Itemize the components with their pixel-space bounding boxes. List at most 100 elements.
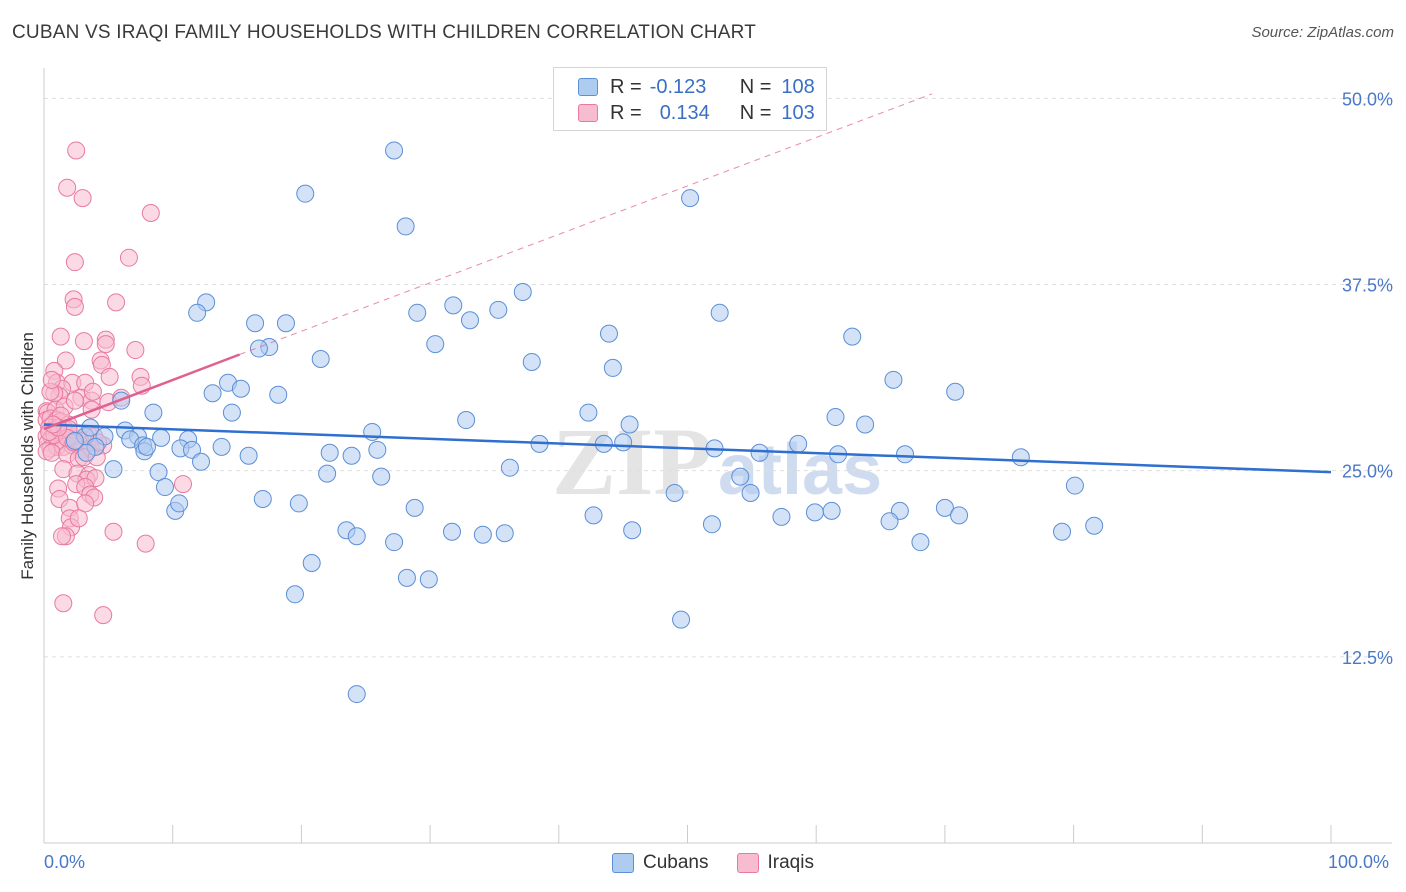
cuban-point-94	[623, 521, 642, 540]
chart-source: Source: ZipAtlas.com	[1251, 24, 1394, 41]
iraqi-point-83	[69, 509, 88, 528]
iraqi-point-12	[96, 335, 115, 354]
iraqis-n-label: N =	[739, 101, 772, 124]
cuban-point-12	[460, 311, 479, 330]
cuban-point-64	[104, 460, 123, 479]
iraqis-n-value: 103	[781, 101, 815, 124]
cuban-point-85	[880, 512, 899, 531]
iraqis-swatch	[578, 104, 598, 122]
cuban-point-62	[1011, 448, 1030, 467]
cuban-point-76	[170, 494, 189, 513]
cuban-point-67	[372, 467, 391, 486]
iraqi-point-74	[173, 475, 192, 494]
series-legend: Cubans Iraqis	[612, 852, 842, 874]
cubans-r-label: R =	[610, 75, 642, 98]
cubans-n-value: 108	[781, 75, 815, 98]
iraqi-point-2	[73, 189, 92, 208]
cuban-point-90	[442, 522, 461, 541]
cuban-point-86	[935, 498, 954, 517]
y-tick-label-3: 50.0%	[1342, 89, 1393, 109]
cuban-point-48	[183, 440, 202, 459]
iraqi-point-14	[56, 351, 75, 370]
cuban-point-3	[681, 189, 700, 208]
cuban-point-17	[249, 339, 268, 358]
legend-iraqis-swatch	[736, 853, 759, 873]
cuban-point-8	[513, 282, 532, 301]
x-tick-label-max: 100.0%	[1328, 852, 1390, 872]
cuban-point-69	[731, 467, 750, 486]
cuban-point-103	[347, 685, 366, 704]
iraqis-r-label: R =	[610, 101, 642, 124]
cuban-point-107	[65, 431, 84, 450]
iraqi-point-13	[126, 341, 145, 360]
cuban-point-65	[149, 463, 168, 482]
stats-legend: R = -0.123 N = 108 R = 0.134 N = 103	[553, 67, 827, 131]
cuban-point-95	[911, 533, 930, 552]
cuban-point-70	[155, 478, 174, 497]
iraqi-point-80	[76, 494, 95, 513]
cuban-point-18	[426, 335, 445, 354]
iraqi-point-88	[54, 594, 73, 613]
iraqi-point-9	[51, 327, 70, 346]
cuban-point-79	[584, 506, 603, 525]
legend-cubans-label: Cubans	[643, 852, 709, 873]
iraqi-point-94	[65, 391, 84, 410]
y-tick-label-0: 12.5%	[1342, 648, 1393, 668]
iraqi-point-89	[94, 606, 113, 625]
cuban-point-92	[473, 525, 492, 544]
trend-lines	[43, 93, 1332, 474]
iraqi-point-84	[104, 522, 123, 541]
cuban-point-29	[144, 403, 163, 422]
iraqi-point-5	[65, 253, 84, 272]
cuban-point-49	[212, 437, 231, 456]
cuban-point-96	[1053, 522, 1072, 541]
cuban-point-59	[789, 434, 808, 453]
cuban-point-93	[495, 524, 514, 543]
legend-cubans-swatch	[612, 853, 634, 873]
iraqi-point-87	[136, 534, 155, 553]
cuban-point-91	[385, 533, 404, 552]
y-tick-label-1: 25.0%	[1342, 462, 1393, 482]
legend-item-cubans: Cubans	[612, 852, 709, 874]
iraqi-point-10	[74, 332, 93, 351]
cuban-point-68	[500, 458, 519, 477]
cuban-point-51	[320, 443, 339, 462]
x-tick-label-min: 0.0%	[44, 852, 86, 872]
legend-row-cubans: R = -0.123 N = 108	[578, 75, 815, 99]
cuban-point-44	[77, 443, 96, 462]
cuban-point-10	[408, 303, 427, 322]
cuban-point-58	[750, 443, 769, 462]
cuban-point-30	[222, 403, 241, 422]
cuban-point-98	[302, 554, 321, 573]
cuban-point-7	[276, 314, 295, 333]
iraqi-point-18	[100, 367, 119, 386]
cuban-point-0	[385, 141, 404, 160]
cuban-point-50	[239, 446, 258, 465]
cuban-point-71	[253, 489, 272, 508]
grid-lines	[44, 97, 1392, 658]
cuban-point-61	[896, 445, 915, 464]
cuban-point-56	[614, 433, 633, 452]
cuban-point-11	[489, 300, 508, 319]
cuban-point-2	[296, 184, 315, 203]
cuban-point-23	[946, 382, 965, 401]
cuban-point-106	[137, 437, 156, 456]
cuban-point-9	[444, 296, 463, 315]
cuban-point-89	[347, 527, 366, 546]
cuban-point-33	[620, 415, 639, 434]
cuban-point-19	[311, 349, 330, 368]
cuban-point-34	[826, 408, 845, 427]
iraqi-trend-line	[43, 353, 241, 431]
cuban-point-72	[665, 484, 684, 503]
cuban-point-53	[368, 440, 387, 459]
cubans-swatch	[578, 78, 598, 96]
legend-iraqis-label: Iraqis	[767, 852, 814, 873]
iraqi-point-6	[107, 293, 126, 312]
legend-row-iraqis: R = 0.134 N = 103	[578, 101, 815, 125]
iraqi-point-8	[65, 297, 84, 316]
cuban-point-101	[285, 585, 304, 604]
cubans-n-label: N =	[739, 75, 772, 98]
iraqis-r-value: 0.134	[659, 101, 710, 124]
cuban-point-27	[269, 385, 288, 404]
